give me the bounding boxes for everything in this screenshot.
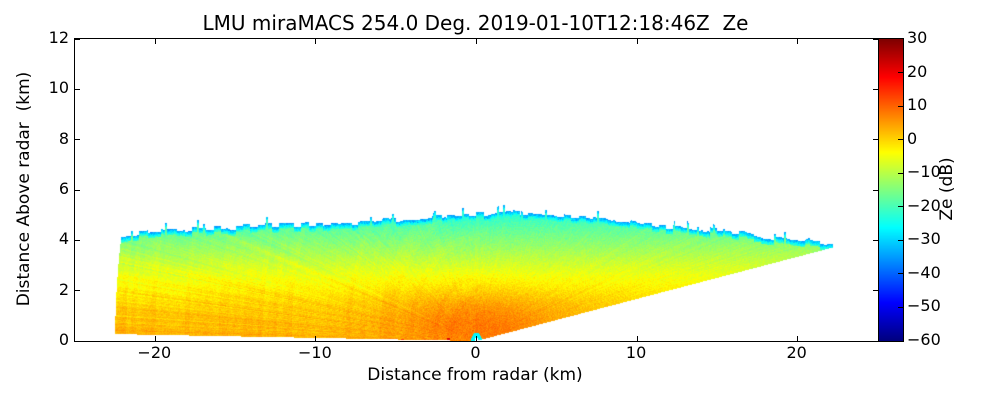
colorbar-tick	[898, 273, 903, 275]
colorbar-tick-label: −10	[907, 162, 941, 182]
colorbar-tick-label: −40	[907, 262, 941, 282]
colorbar-tick-label: −60	[907, 330, 941, 349]
colorbar-tick-label: 0	[907, 128, 918, 148]
x-tick-label: −10	[298, 343, 332, 362]
x-tick	[636, 39, 638, 44]
y-tick	[75, 340, 80, 342]
x-tick-label: 10	[625, 343, 647, 362]
x-tick-label: 20	[786, 343, 807, 362]
colorbar-tick	[898, 105, 903, 107]
y-tick	[873, 340, 878, 342]
y-tick-label: 6	[58, 179, 69, 198]
x-tick	[315, 39, 317, 44]
plot-area	[74, 38, 879, 342]
y-tick	[873, 189, 878, 191]
colorbar-gradient-canvas	[879, 39, 903, 341]
y-tick	[75, 239, 80, 241]
colorbar-tick	[898, 206, 903, 208]
y-tick-label: 4	[58, 229, 69, 249]
y-tick	[75, 290, 80, 292]
y-tick	[75, 88, 80, 90]
colorbar-tick-label: 10	[907, 95, 928, 115]
colorbar-tick-label: −20	[907, 195, 941, 215]
colorbar-tick-label: 30	[907, 28, 928, 47]
y-tick-label: 8	[58, 128, 69, 148]
y-tick	[873, 139, 878, 141]
colorbar-tick	[898, 239, 903, 241]
x-tick	[154, 39, 156, 44]
rhi-heatmap-canvas	[75, 39, 878, 341]
x-tick	[476, 39, 477, 44]
y-tick	[873, 290, 878, 292]
colorbar	[878, 38, 904, 342]
x-axis-label: Distance from radar (km)	[367, 365, 583, 385]
y-tick	[873, 239, 878, 241]
y-tick	[75, 38, 80, 40]
x-tick	[476, 336, 477, 341]
y-tick-label: 12	[48, 28, 69, 47]
y-tick	[873, 88, 878, 90]
colorbar-tick-label: −50	[907, 296, 941, 316]
y-tick	[75, 189, 80, 191]
colorbar-tick	[898, 172, 903, 174]
x-tick	[154, 336, 156, 341]
x-tick	[315, 336, 317, 341]
y-tick	[75, 139, 80, 141]
x-tick	[636, 336, 638, 341]
y-tick-label: 10	[48, 78, 69, 98]
y-tick-label: 2	[58, 279, 69, 299]
colorbar-tick-label: 20	[907, 61, 928, 81]
colorbar-tick-label: −30	[907, 229, 941, 249]
colorbar-tick	[898, 306, 903, 308]
x-tick	[797, 336, 799, 341]
y-tick-label: 0	[58, 330, 69, 349]
x-tick-label: −20	[137, 343, 172, 362]
x-tick-label: 0	[470, 343, 481, 362]
y-tick	[873, 38, 878, 40]
colorbar-tick	[898, 72, 903, 74]
colorbar-tick	[898, 139, 903, 141]
x-tick	[797, 39, 799, 44]
plot-title: LMU miraMACS 254.0 Deg. 2019-01-10T12:18…	[202, 11, 749, 35]
